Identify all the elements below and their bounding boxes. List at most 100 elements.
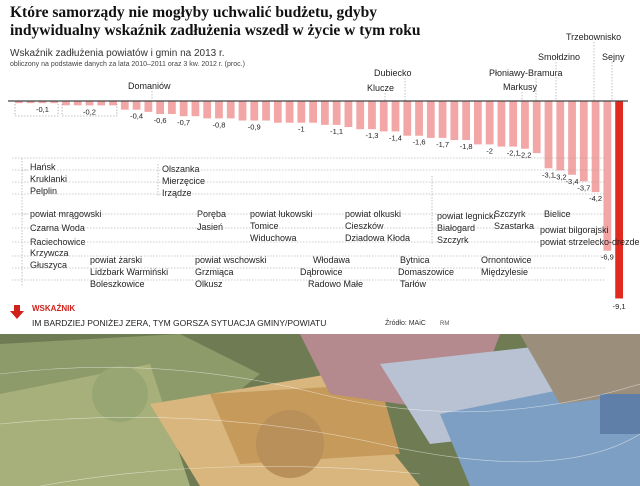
bar [415, 101, 423, 136]
region-label: Smołdzino [538, 52, 580, 62]
value-label: -0,8 [212, 120, 225, 129]
bar [262, 101, 270, 121]
bar [368, 101, 376, 130]
chart-title: Które samorządy nie mogłyby uchwalić bud… [10, 4, 421, 39]
bar [309, 101, 317, 123]
region-label: powiat żarski [90, 255, 142, 265]
value-label: -1,6 [413, 138, 426, 147]
value-label: -0,6 [154, 116, 167, 125]
region-label: Domaniów [128, 81, 171, 91]
value-label: -0,7 [177, 118, 190, 127]
region-label: Cieszków [345, 221, 384, 231]
region-label: Mierzęcice [162, 176, 205, 186]
value-label: -2 [486, 146, 493, 155]
bar [497, 101, 506, 147]
region-label: Domaszowice [398, 267, 454, 277]
bar [50, 101, 59, 104]
value-label: -1,7 [436, 140, 449, 149]
banknotes-image [0, 334, 640, 486]
bar [321, 101, 329, 125]
region-label: Lidzbark Warmiński [90, 267, 168, 277]
region-label: Hańsk [30, 162, 56, 172]
bar [168, 101, 176, 115]
bar [462, 101, 470, 141]
region-label: Boleszkowice [90, 279, 145, 289]
bar [532, 101, 541, 154]
region-label: powiat łukowski [250, 209, 313, 219]
region-label: Poręba [197, 209, 226, 219]
source-note: Źródło: MAiC [385, 320, 426, 327]
bar [238, 101, 247, 121]
legend-description: IM BARDZIEJ PONIŻEJ ZERA, TYM GORSZA SYT… [32, 318, 327, 328]
bar [391, 101, 400, 132]
value-label: -6,9 [601, 253, 614, 262]
value-label: -0,1 [36, 105, 49, 114]
bar [568, 101, 576, 175]
region-label: Włodawa [313, 255, 350, 265]
bar [191, 101, 200, 117]
bar [509, 101, 518, 147]
bar [521, 101, 529, 149]
value-label: -1,3 [365, 131, 378, 140]
bar [226, 101, 235, 119]
bar [85, 101, 94, 106]
chart-subtitle-note: obliczony na podstawie danych za lata 20… [10, 61, 245, 68]
bar-chart: -0,1 -0,2 -0,4 -0,6 -0,7 -0,8 -0,9 -1 -1,1 -1,3 -1… [8, 32, 640, 311]
bar [285, 101, 294, 123]
bar [356, 101, 365, 130]
down-arrow-icon [10, 305, 24, 319]
bar [474, 101, 482, 145]
value-label: -0,2 [83, 107, 96, 116]
region-label: Olszanka [162, 164, 200, 174]
bar [615, 101, 623, 299]
region-label: Kruklanki [30, 174, 67, 184]
value-label: -3,1 [542, 170, 555, 179]
region-label: Bielice [544, 209, 571, 219]
bar [579, 101, 588, 182]
region-label: Irządze [162, 188, 192, 198]
bar [62, 101, 70, 106]
bar [438, 101, 447, 138]
region-label: Dubiecko [374, 68, 412, 78]
bar [109, 101, 117, 106]
value-label: -9,1 [613, 302, 626, 311]
region-label: Trzebownisko [566, 32, 621, 42]
bar [403, 101, 412, 136]
bar [556, 101, 565, 171]
value-label: -1 [298, 125, 305, 134]
region-label: Płoniawy-Bramura [489, 68, 563, 78]
region-label: Jasień [197, 222, 223, 232]
region-label: Markusy [503, 82, 538, 92]
bar [26, 101, 35, 104]
value-label: -1,8 [460, 142, 473, 151]
group-bracket [61, 104, 118, 117]
bar [73, 101, 82, 106]
region-label: Tomice [250, 221, 279, 231]
region-label: Klucze [367, 83, 394, 93]
value-label: -1,1 [330, 127, 343, 136]
value-label: -2,2 [518, 151, 531, 160]
value-label: -3,4 [566, 177, 579, 186]
value-label: -0,9 [248, 123, 261, 132]
bar [344, 101, 353, 128]
bar [485, 101, 494, 145]
region-label: Sejny [602, 52, 625, 62]
bar [591, 101, 600, 193]
author-note: RM [440, 321, 450, 327]
value-label: -2,1 [507, 149, 520, 158]
bar [144, 101, 153, 112]
region-label: powiat wschowski [195, 255, 267, 265]
region-label: Tarłów [400, 279, 427, 289]
region-label: Międzylesie [481, 267, 528, 277]
bar [97, 101, 106, 106]
region-label: Szastarka [494, 221, 534, 231]
legend-label: WSKAŹNIK [32, 304, 76, 313]
value-label: -4,2 [589, 194, 602, 203]
region-label: powiat bilgorajski [540, 225, 609, 235]
bar [132, 101, 141, 110]
chart-subtitle: Wskaźnik zadłużenia powiatów i gmin na 2… [10, 48, 225, 59]
region-label: Dziadowa Kłoda [345, 233, 410, 243]
region-label: Krzywcza [30, 248, 69, 258]
region-label: Ornontowice [481, 255, 532, 265]
bar [297, 101, 306, 123]
